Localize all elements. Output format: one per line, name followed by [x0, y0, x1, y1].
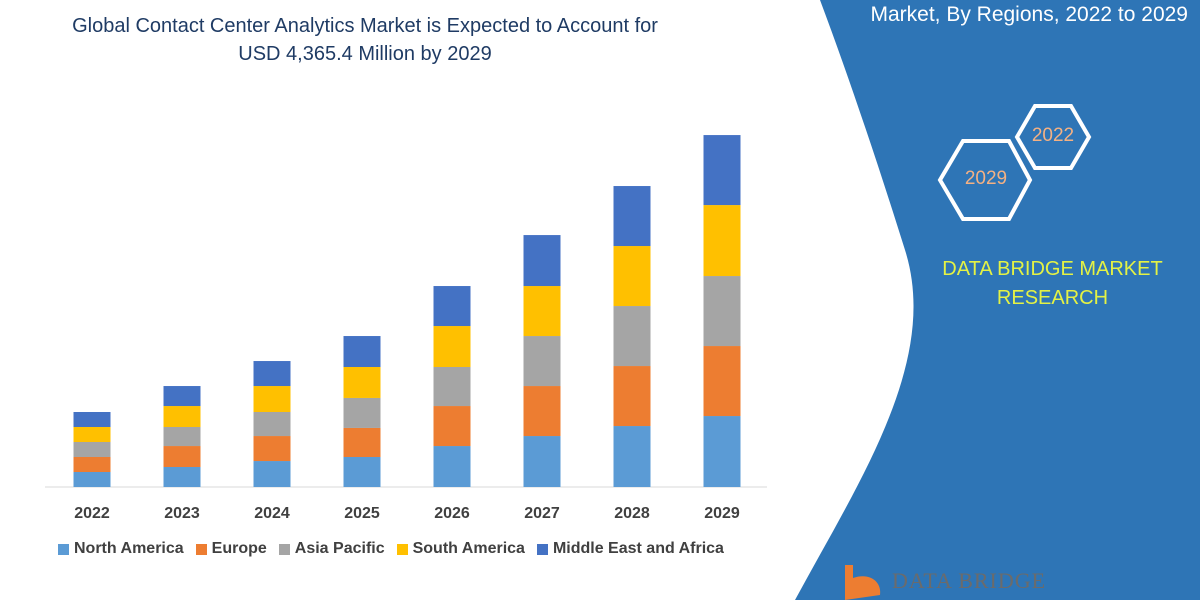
- legend-label: North America: [74, 540, 184, 557]
- legend-label: Middle East and Africa: [552, 540, 724, 557]
- legend-label: Asia Pacific: [294, 540, 385, 557]
- bar-2027-south-america: [523, 286, 561, 337]
- bar-2023-middle-east-and-africa: [163, 386, 201, 407]
- bar-2023-europe: [163, 446, 201, 467]
- bar-2028-north-america: [613, 426, 651, 487]
- bar-2029-south-america: [703, 205, 741, 277]
- legend: North America Europe Asia Pacific South Ame…: [58, 540, 724, 558]
- x-tick-label: 2025: [344, 505, 380, 522]
- legend-item: Asia Pacific: [278, 540, 385, 558]
- legend-item: North America: [58, 540, 184, 558]
- x-tick-label: 2028: [614, 505, 650, 522]
- chart-title: Global Contact Center Analytics Market i…: [0, 12, 730, 68]
- bars-group: [73, 135, 741, 487]
- x-tick-label: 2022: [74, 505, 110, 522]
- x-tick-label: 2029: [704, 505, 740, 522]
- legend-label: South America: [412, 540, 525, 557]
- bar-2024-north-america: [253, 461, 291, 487]
- bar-2029-europe: [703, 346, 741, 417]
- bar-2023-south-america: [163, 406, 201, 427]
- bar-2022-europe: [73, 457, 111, 472]
- logo-icon: [845, 565, 881, 600]
- bar-2027-middle-east-and-africa: [523, 235, 561, 287]
- panel-title: Market, By Regions, 2022 to 2029: [870, 3, 1188, 26]
- hex-year-2029: 2029: [964, 168, 1008, 189]
- x-tick-label: 2024: [254, 505, 290, 522]
- x-tick-label: 2026: [434, 505, 470, 522]
- legend-item: South America: [396, 540, 525, 558]
- legend-swatch: [536, 543, 548, 555]
- bar-2025-middle-east-and-africa: [343, 336, 381, 367]
- bar-2024-south-america: [253, 386, 291, 412]
- legend-swatch: [58, 543, 69, 555]
- hex-year-2022: 2022: [1031, 125, 1075, 146]
- brand-line-1: DATA BRIDGE MARKET: [942, 258, 1163, 280]
- bar-2024-asia-pacific: [253, 412, 291, 437]
- hexagon-2029-icon: [937, 139, 1033, 221]
- bar-2025-europe: [343, 427, 381, 457]
- x-tick-label: 2023: [164, 505, 200, 522]
- bar-2023-north-america: [163, 467, 201, 487]
- bar-2022-north-america: [73, 472, 111, 487]
- bar-2029-asia-pacific: [703, 276, 741, 347]
- bar-2028-middle-east-and-africa: [613, 186, 651, 247]
- brand-name: DATA BRIDGE MARKET RESEARCH: [910, 255, 1195, 313]
- bar-2026-north-america: [433, 446, 471, 487]
- bar-2026-europe: [433, 406, 471, 447]
- legend-label: Europe: [211, 540, 267, 557]
- bar-2026-south-america: [433, 326, 471, 367]
- legend-item: Middle East and Africa: [536, 540, 724, 558]
- bar-2022-asia-pacific: [73, 442, 111, 457]
- bar-2026-middle-east-and-africa: [433, 286, 471, 327]
- bar-2028-asia-pacific: [613, 306, 651, 367]
- bar-2025-north-america: [343, 457, 381, 487]
- bar-2022-middle-east-and-africa: [73, 412, 111, 427]
- chart-title-line-1: Global Contact Center Analytics Market i…: [72, 15, 658, 37]
- x-tick-label: 2027: [524, 505, 560, 522]
- legend-swatch: [195, 543, 207, 555]
- hexagon-2022-icon: [1014, 104, 1092, 170]
- legend-swatch: [396, 543, 408, 555]
- bar-2027-europe: [523, 386, 561, 437]
- bar-2027-north-america: [523, 436, 561, 487]
- bar-2024-middle-east-and-africa: [253, 361, 291, 387]
- bar-2022-south-america: [73, 427, 111, 442]
- chart-title-line-2: USD 4,365.4 Million by 2029: [238, 43, 492, 65]
- legend-item: Europe: [195, 540, 267, 558]
- bar-2029-north-america: [703, 416, 741, 487]
- legend-swatch: [278, 543, 290, 555]
- logo-text: DATA BRIDGE: [892, 568, 1047, 593]
- bar-2028-europe: [613, 366, 651, 427]
- bar-2028-south-america: [613, 246, 651, 307]
- x-tick-labels: 2022 2023 2024 2025 2026 2027 2028 2029: [74, 505, 740, 522]
- bar-2027-asia-pacific: [523, 336, 561, 387]
- bar-2029-middle-east-and-africa: [703, 135, 741, 206]
- bar-2026-asia-pacific: [433, 367, 471, 407]
- bar-2024-europe: [253, 436, 291, 462]
- bar-2025-south-america: [343, 367, 381, 398]
- bar-2025-asia-pacific: [343, 397, 381, 428]
- brand-line-2: RESEARCH: [996, 287, 1109, 309]
- bar-2023-asia-pacific: [163, 427, 201, 447]
- blue-panel-background: [795, 0, 1200, 600]
